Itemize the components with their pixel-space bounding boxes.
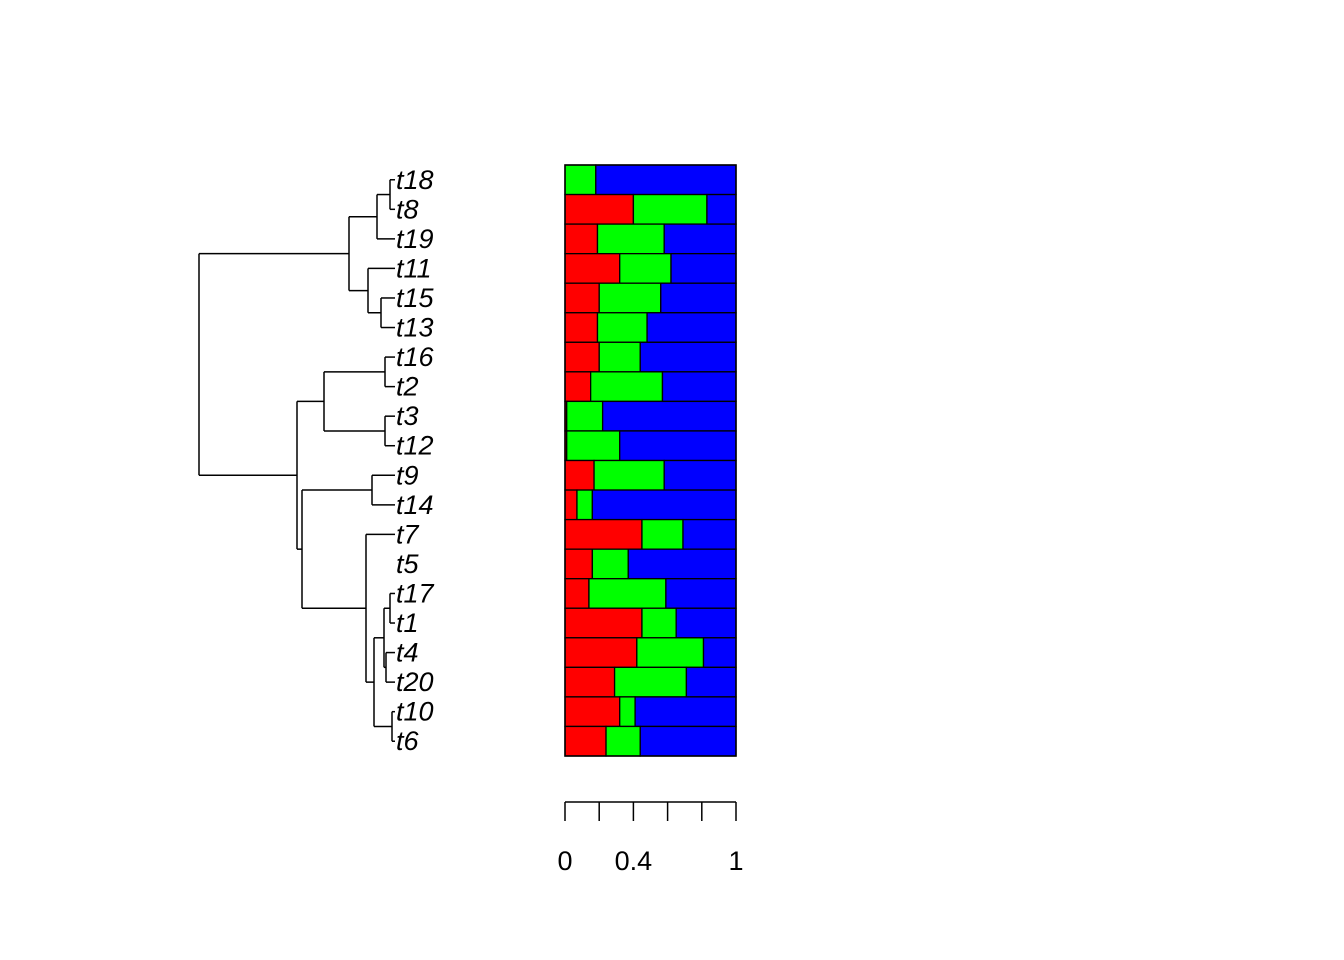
bar-segment-t14-1 xyxy=(576,489,594,521)
bar-segment-t14-0 xyxy=(564,489,578,521)
bar-segment-t13-1 xyxy=(596,312,648,343)
tip-label-t11: t11 xyxy=(396,253,432,283)
tip-labels: t18t8t19t11t15t13t16t2t3t12t9t14t7t5t17t… xyxy=(396,165,435,756)
bar-segment-t16-0 xyxy=(564,341,600,373)
tip-label-t20: t20 xyxy=(396,667,434,697)
dendrogram xyxy=(198,179,395,742)
bar-segment-t4-0 xyxy=(564,637,638,668)
bar-segment-t12-2 xyxy=(619,430,737,462)
bar-segment-t8-0 xyxy=(564,193,635,225)
tip-label-t4: t4 xyxy=(396,638,419,668)
tip-label-t12: t12 xyxy=(396,431,434,461)
bar-segment-t19-0 xyxy=(564,223,599,255)
bar-segment-t16-2 xyxy=(639,341,737,373)
bar-segment-t4-1 xyxy=(636,637,705,668)
bar-segment-t17-0 xyxy=(564,578,590,609)
bar-segment-t8-2 xyxy=(706,193,737,225)
bar-segment-t15-1 xyxy=(598,282,662,314)
bar-segment-t19-2 xyxy=(663,223,737,255)
tip-label-t9: t9 xyxy=(396,460,419,490)
bar-segment-t2-2 xyxy=(661,371,737,403)
tip-label-t2: t2 xyxy=(396,372,419,402)
bar-segment-t9-0 xyxy=(564,459,595,491)
bar-segment-t18-1 xyxy=(564,164,597,196)
bar-segment-t20-0 xyxy=(564,666,616,698)
x-axis-tick-label-0: 0 xyxy=(557,846,572,876)
tip-label-t15: t15 xyxy=(396,283,435,313)
bar-segment-t2-0 xyxy=(564,371,592,403)
bar-segment-t5-1 xyxy=(591,548,629,580)
bar-segment-t7-2 xyxy=(682,518,737,550)
x-axis: 0 0.4 1 xyxy=(557,801,744,876)
bar-segment-t8-1 xyxy=(632,193,708,225)
tip-label-t7: t7 xyxy=(396,519,420,549)
tip-label-t5: t5 xyxy=(396,549,420,579)
tip-label-t13: t13 xyxy=(396,313,434,343)
bar-segment-t9-1 xyxy=(593,459,665,491)
bar-segment-t7-0 xyxy=(564,518,643,550)
bar-segment-t17-1 xyxy=(588,578,667,609)
bar-segment-t1-1 xyxy=(641,607,677,639)
bar-segment-t13-2 xyxy=(646,312,737,343)
stacked-bars xyxy=(564,164,737,757)
bar-segment-t4-2 xyxy=(702,637,737,668)
bar-segment-t10-2 xyxy=(634,696,737,728)
bar-segment-t17-2 xyxy=(665,578,737,609)
bar-segment-t5-2 xyxy=(627,548,737,580)
bar-segment-t7-1 xyxy=(641,518,684,550)
bar-segment-t12-1 xyxy=(566,430,621,462)
bar-segment-t9-2 xyxy=(663,459,737,491)
bar-segment-t6-2 xyxy=(639,725,737,757)
tip-label-t6: t6 xyxy=(396,726,420,756)
bar-segment-t19-1 xyxy=(596,223,665,255)
bar-segment-t16-1 xyxy=(598,341,641,373)
bar-segment-t11-1 xyxy=(619,252,672,284)
tip-label-t8: t8 xyxy=(396,194,419,224)
bar-segment-t11-2 xyxy=(670,252,737,284)
tip-label-t19: t19 xyxy=(396,224,434,254)
tip-label-t16: t16 xyxy=(396,342,435,372)
bar-segment-t6-0 xyxy=(564,725,607,757)
bar-segment-t20-2 xyxy=(685,666,737,698)
bar-segment-t11-0 xyxy=(564,252,621,284)
bar-segment-t14-2 xyxy=(591,489,737,521)
x-axis-tick-label-5: 1 xyxy=(728,846,743,876)
bar-segment-t1-2 xyxy=(675,607,737,639)
bar-segment-t18-2 xyxy=(595,164,737,196)
x-axis-tick-label-2: 0.4 xyxy=(615,846,653,876)
bar-segment-t20-1 xyxy=(613,666,688,698)
tip-label-t14: t14 xyxy=(396,490,434,520)
tip-label-t17: t17 xyxy=(396,578,435,608)
bar-frame xyxy=(564,164,737,757)
bar-segment-t6-1 xyxy=(605,725,641,757)
tip-label-t10: t10 xyxy=(396,697,434,727)
bar-segment-t10-1 xyxy=(619,696,636,728)
bar-segment-t2-1 xyxy=(590,371,664,403)
bar-segment-t15-2 xyxy=(660,282,737,314)
bar-segment-t5-0 xyxy=(564,548,594,580)
bar-segment-t13-0 xyxy=(564,312,599,343)
tip-label-t3: t3 xyxy=(396,401,419,431)
tip-label-t1: t1 xyxy=(396,608,419,638)
bar-segment-t15-0 xyxy=(564,282,600,314)
tip-label-t18: t18 xyxy=(396,165,434,195)
bar-segment-t3-2 xyxy=(601,400,737,432)
bar-segment-t1-0 xyxy=(564,607,643,639)
bar-segment-t10-0 xyxy=(564,696,621,728)
bar-segment-t3-1 xyxy=(566,400,604,432)
